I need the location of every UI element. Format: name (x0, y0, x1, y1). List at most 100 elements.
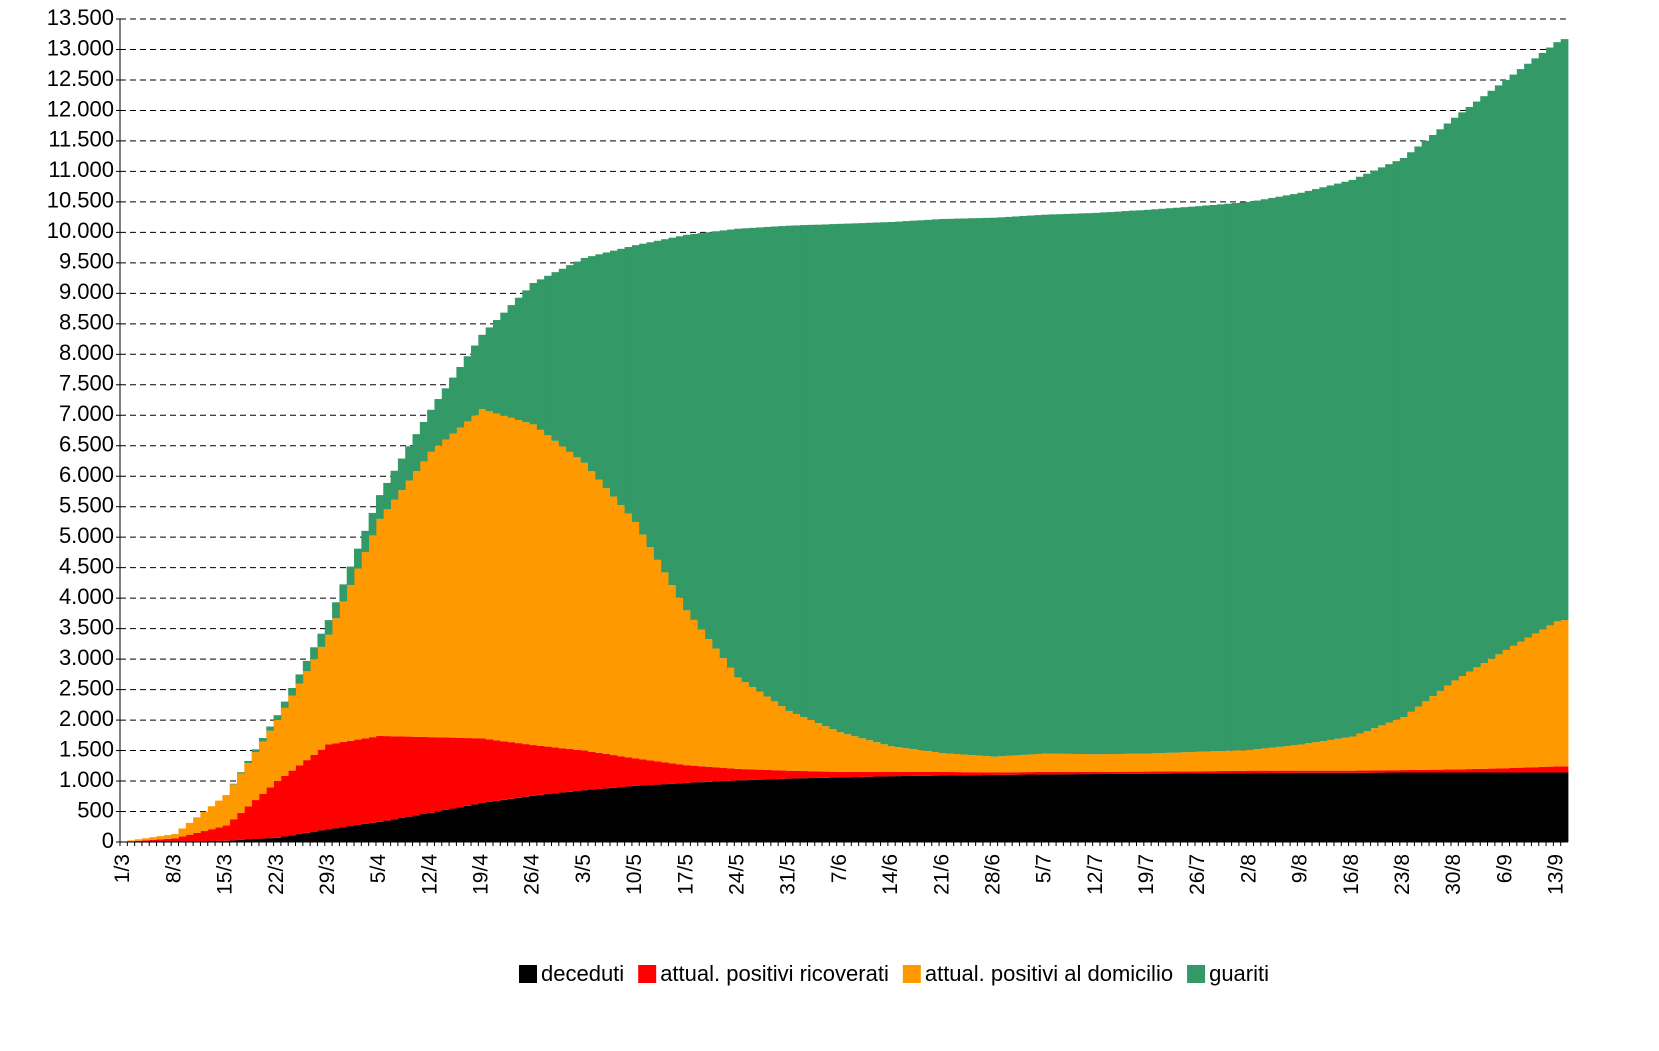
bar-segment (1319, 187, 1328, 742)
bar-segment (361, 738, 370, 824)
bar-segment (588, 789, 596, 842)
bar-segment (602, 753, 611, 789)
bar-segment (785, 710, 794, 771)
bar-segment (1026, 754, 1035, 773)
bar-segment (675, 764, 684, 784)
bar-segment (1414, 772, 1423, 842)
bar-segment (1034, 774, 1042, 842)
bar-segment (295, 765, 304, 835)
bar-segment (1004, 755, 1013, 773)
bar-segment (1472, 101, 1481, 668)
bar-segment (792, 778, 801, 842)
bar-segment (229, 840, 238, 842)
bar-segment (975, 218, 984, 756)
bar-segment (1151, 209, 1159, 754)
bar-segment (624, 513, 633, 758)
bar-segment (741, 682, 750, 770)
bar-segment (1509, 74, 1518, 646)
bar-segment (917, 750, 925, 772)
bar-segment (412, 434, 421, 471)
bar-segment (931, 752, 940, 772)
bar-segment (1143, 209, 1152, 754)
bar-segment (500, 799, 508, 842)
bar-segment (1114, 773, 1123, 842)
bar-segment (1143, 773, 1152, 842)
bar-segment (1421, 769, 1430, 773)
bar-segment (1450, 680, 1459, 770)
bar-segment (880, 744, 889, 772)
bar-segment (1136, 771, 1145, 774)
bar-segment (1348, 736, 1357, 771)
bar-segment (485, 411, 494, 740)
bar-segment (383, 509, 391, 737)
bar-segment (1136, 210, 1145, 754)
bar-segment (734, 780, 743, 842)
bar-segment (719, 658, 728, 768)
legend-label: attual. positivi ricoverati (660, 961, 889, 986)
bar-segment (1238, 773, 1247, 842)
bar-segment (1063, 771, 1072, 775)
bar-segment (1399, 157, 1408, 718)
bar-segment (317, 646, 326, 750)
bar-segment (880, 771, 889, 777)
bar-segment (163, 835, 172, 839)
bar-segment (895, 747, 903, 772)
bar-segment (690, 233, 699, 620)
bar-segment (968, 218, 977, 756)
bar-segment (785, 778, 794, 842)
bar-segment (1070, 774, 1079, 842)
bar-segment (507, 798, 516, 842)
bar-segment (1304, 772, 1313, 842)
bar-segment (536, 279, 545, 430)
bar-segment (631, 521, 640, 759)
bar-segment (1472, 768, 1481, 773)
bar-segment (397, 490, 406, 737)
bar-segment (1502, 79, 1510, 650)
legend-swatch (638, 965, 657, 983)
bar-segment (1253, 200, 1262, 750)
bar-segment (288, 770, 296, 836)
bar-segment (207, 829, 216, 842)
bar-segment (865, 740, 874, 772)
bar-segment (390, 819, 399, 842)
bar-segment (536, 429, 545, 746)
bar-segment (1502, 772, 1510, 842)
bar-segment (302, 832, 311, 842)
bar-segment (726, 768, 735, 781)
bar-segment (222, 825, 231, 841)
bar-segment (492, 800, 501, 842)
bar-segment (1092, 754, 1101, 772)
bar-segment (844, 777, 852, 842)
bar-segment (1450, 772, 1459, 842)
bar-segment (449, 433, 457, 738)
bar-segment (1099, 771, 1108, 774)
x-tick-label: 31/5 (777, 854, 800, 895)
bar-segment (397, 817, 406, 842)
bar-segment (134, 840, 143, 842)
bar-segment (800, 770, 808, 779)
bar-segment (156, 839, 165, 842)
bar-segment (770, 701, 779, 771)
bar-segment (1129, 753, 1137, 772)
bar-segment (383, 482, 391, 510)
bar-segment (902, 771, 911, 776)
bar-segment (361, 823, 370, 842)
bar-segment (1216, 771, 1225, 774)
bar-segment (1546, 766, 1554, 773)
bar-segment (1151, 771, 1159, 774)
bar-segment (1041, 214, 1050, 754)
bar-segment (997, 772, 1006, 775)
x-tick-label: 16/8 (1340, 854, 1363, 895)
bar-segment (1114, 211, 1123, 754)
bar-segment (324, 634, 333, 745)
bar-segment (566, 791, 574, 842)
bar-segment (1136, 773, 1145, 842)
bar-segment (427, 737, 435, 813)
bar-segment (558, 268, 567, 447)
bar-segment (346, 585, 355, 741)
x-tick-label: 1/3 (111, 854, 134, 883)
bar-segment (609, 496, 618, 756)
bar-segment (1421, 701, 1430, 770)
y-tick-label: 12.000 (47, 96, 114, 121)
